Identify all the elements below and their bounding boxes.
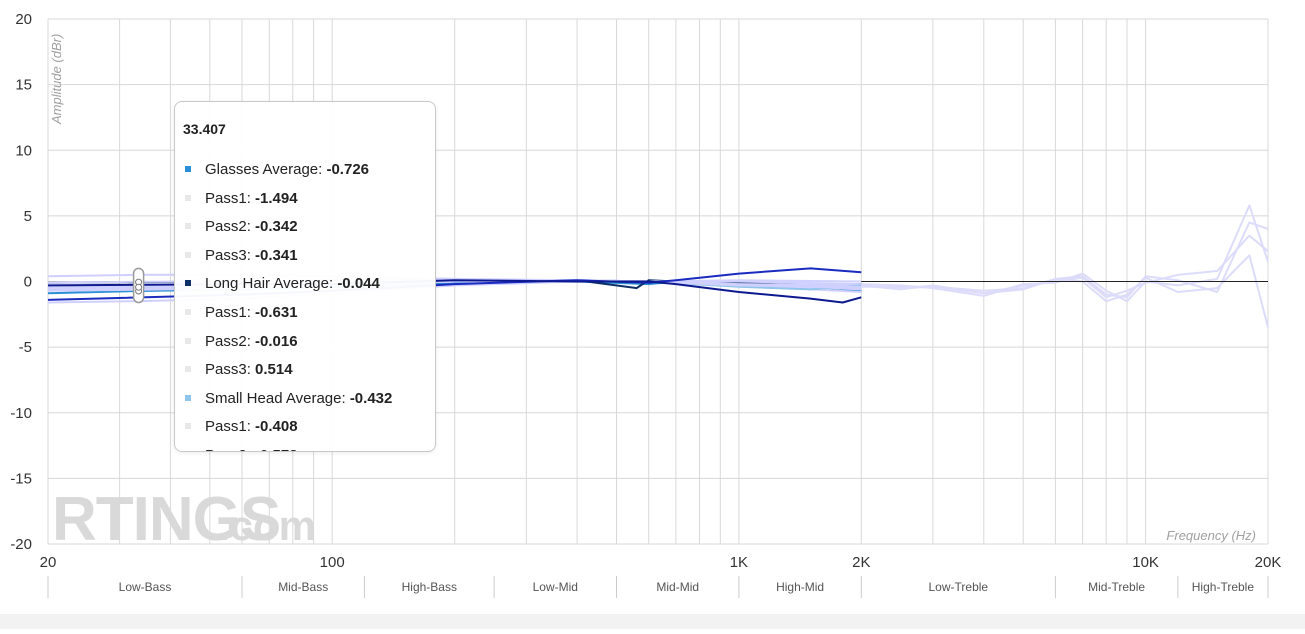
y-tick-label: 10 <box>15 142 32 159</box>
watermark-suffix: .com <box>218 502 316 549</box>
series-swatch <box>185 338 191 344</box>
hover-handle[interactable] <box>134 268 144 302</box>
x-tick-label: 2K <box>852 554 870 571</box>
tooltip-series-value: -0.631 <box>255 304 298 321</box>
band-label: High-Treble <box>1192 580 1255 594</box>
tooltip-series-value: -0.432 <box>350 390 393 407</box>
x-tick-label: 1K <box>730 554 748 571</box>
y-tick-label: 0 <box>24 274 32 291</box>
tooltip-series-value: -0.573 <box>255 447 298 452</box>
tooltip-series-name: Pass2: <box>205 218 255 235</box>
band-label: Low-Bass <box>119 580 172 594</box>
tooltip-row: Pass2: -0.573 <box>185 444 431 452</box>
series-swatch <box>185 280 191 286</box>
tooltip-frequency: 33.407 <box>183 121 226 137</box>
series-swatch <box>185 195 191 201</box>
tooltip-series-name: Pass1: <box>205 418 255 435</box>
band-label: Mid-Mid <box>656 580 699 594</box>
tooltip-series-value: -0.342 <box>255 218 298 235</box>
footer-bar <box>0 614 1305 629</box>
tooltip-series-value: -1.494 <box>255 190 298 207</box>
x-tick-label: 10K <box>1132 554 1159 571</box>
tooltip-row: Pass2: -0.016 <box>185 330 431 359</box>
tooltip-series-name: Pass3: <box>205 247 255 264</box>
y-tick-label: 20 <box>15 11 32 28</box>
tooltip-series-name: Pass2: <box>205 333 255 350</box>
tooltip-row: Pass3: 0.514 <box>185 358 431 387</box>
band-label: Low-Treble <box>929 580 989 594</box>
band-label: Mid-Treble <box>1088 580 1145 594</box>
x-tick-label: 100 <box>320 554 345 571</box>
y-axis-ticks: 20 15 10 5 0 -5 -10 -15 -20 <box>10 11 32 553</box>
series-swatch <box>185 309 191 315</box>
band-label: Mid-Bass <box>278 580 328 594</box>
x-tick-label: 20K <box>1255 554 1282 571</box>
series-swatch <box>185 223 191 229</box>
frequency-bands: Low-Bass Mid-Bass High-Bass Low-Mid Mid-Mid H… <box>48 576 1268 598</box>
y-tick-label: -15 <box>10 470 32 487</box>
y-axis-title: Amplitude (dBr) <box>49 34 64 125</box>
tooltip-row: Long Hair Average: -0.044 <box>185 272 431 301</box>
series-swatch <box>185 252 191 258</box>
tooltip-series-name: Pass3: <box>205 361 255 378</box>
tooltip-row: Pass1: -0.631 <box>185 301 431 330</box>
series-swatch <box>185 423 191 429</box>
tooltip-series-name: Glasses Average: <box>205 161 326 178</box>
tooltip-row: Small Head Average: -0.432 <box>185 387 431 416</box>
tooltip-series-name: Pass1: <box>205 190 255 207</box>
hover-point <box>136 284 142 290</box>
tooltip-series-value: -0.341 <box>255 247 298 264</box>
tooltip-row: Glasses Average: -0.726 <box>185 158 431 187</box>
band-label: High-Bass <box>402 580 457 594</box>
tooltip-row: Pass3: -0.341 <box>185 244 431 273</box>
x-tick-label: 20 <box>40 554 57 571</box>
y-tick-label: -20 <box>10 536 32 553</box>
y-tick-label: -5 <box>19 339 32 356</box>
tooltip-series-name: Small Head Average: <box>205 390 350 407</box>
tooltip-series-value: -0.408 <box>255 418 298 435</box>
series-swatch <box>185 166 191 172</box>
tooltip-series-name: Long Hair Average: <box>205 275 337 292</box>
x-axis-ticks: 20 100 1K 2K 10K 20K <box>40 554 1282 571</box>
series-swatch <box>185 395 191 401</box>
series-swatch <box>185 366 191 372</box>
tooltip-row: Pass2: -0.342 <box>185 215 431 244</box>
tooltip-series-value: -0.044 <box>337 275 380 292</box>
tooltip-row: Pass1: -0.408 <box>185 415 431 444</box>
tooltip-series-value: -0.016 <box>255 333 298 350</box>
tooltip-row: Pass1: -1.494 <box>185 187 431 216</box>
tooltip-series-name: Pass1: <box>205 304 255 321</box>
series-line-13 <box>861 255 1268 327</box>
y-tick-label: 15 <box>15 77 32 94</box>
tooltip-series-name: Pass2: <box>205 447 255 452</box>
y-tick-label: 5 <box>24 208 32 225</box>
tooltip-series-value: -0.726 <box>326 161 369 178</box>
band-label: Low-Mid <box>533 580 578 594</box>
tooltip-series-value: 0.514 <box>255 361 293 378</box>
band-label: High-Mid <box>776 580 824 594</box>
y-tick-label: -10 <box>10 405 32 422</box>
x-axis-title: Frequency (Hz) <box>1166 528 1256 543</box>
